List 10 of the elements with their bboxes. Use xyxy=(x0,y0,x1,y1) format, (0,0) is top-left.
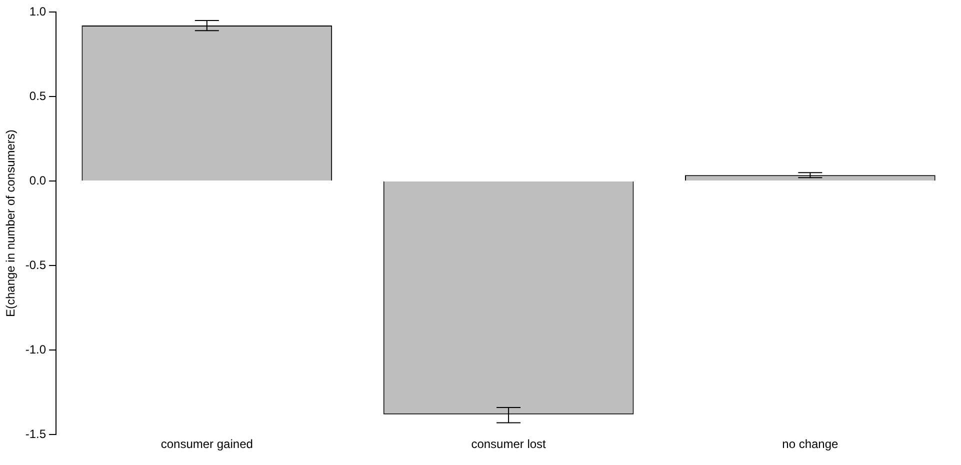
x-tick-label: no change xyxy=(782,437,839,452)
x-tick-label: consumer lost xyxy=(471,437,547,452)
y-tick-label: 0.0 xyxy=(29,173,46,188)
x-tick-label: consumer gained xyxy=(160,437,253,452)
y-axis-title: E(change in number of consumers) xyxy=(4,130,18,318)
y-tick-label: -1.5 xyxy=(25,426,46,441)
y-tick-label: -0.5 xyxy=(25,258,46,272)
y-tick-label: 0.5 xyxy=(29,88,46,103)
y-tick-label: 1.0 xyxy=(29,4,46,18)
y-tick-label: -1.0 xyxy=(25,342,46,356)
